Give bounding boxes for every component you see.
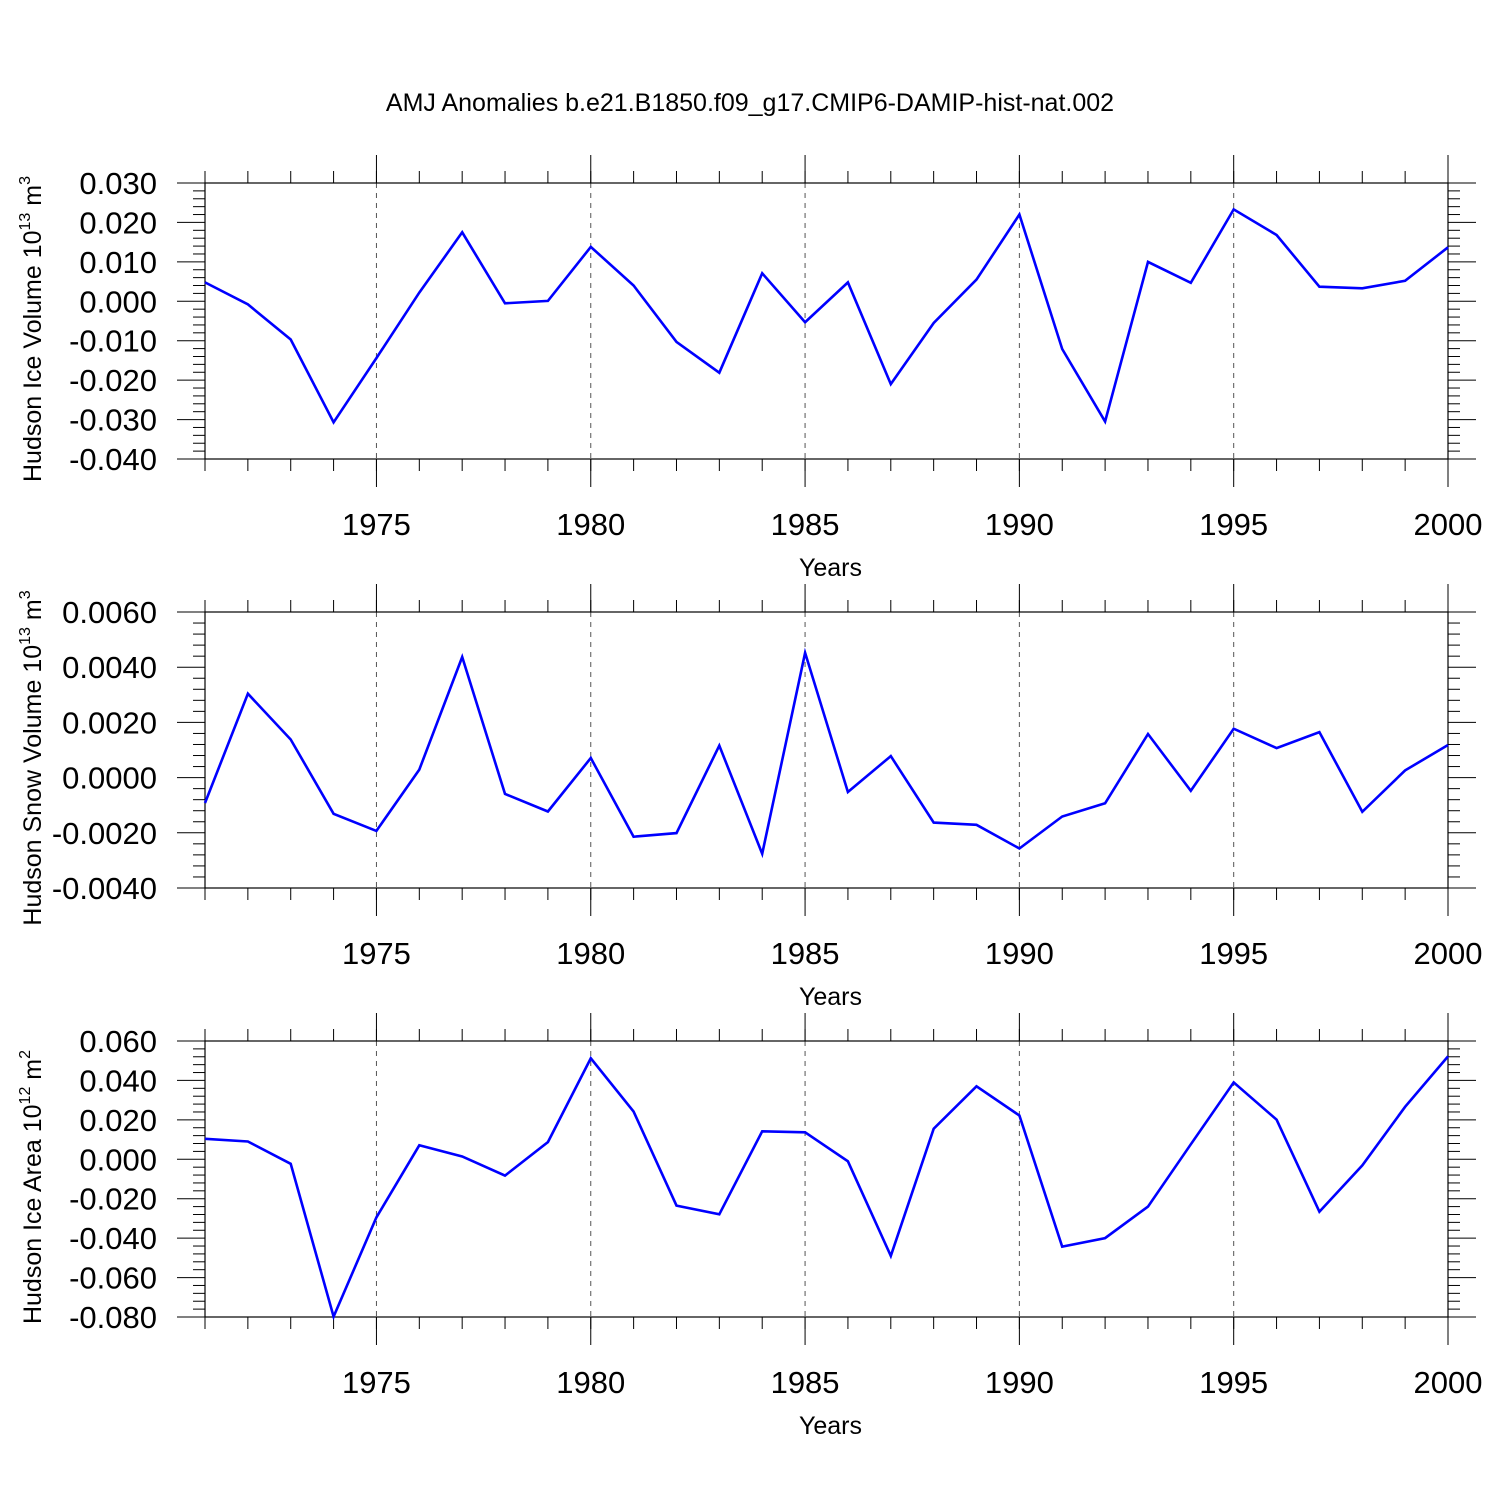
x-tick-label: 1975: [342, 1365, 411, 1400]
y-tick-label: 0.020: [79, 1103, 157, 1138]
series-line: [204, 1055, 1449, 1321]
y-axis-title: Hudson Snow Volume 1013 m3: [17, 590, 47, 925]
y-axis-title: Hudson Ice Area 1012 m2: [17, 1050, 47, 1324]
y-tick-label: -0.060: [69, 1261, 157, 1296]
x-axis-title: Years: [799, 983, 862, 1011]
y-tick-label: 0.000: [79, 284, 157, 319]
x-tick-label: 1990: [985, 936, 1054, 971]
x-tick-label: 1980: [556, 936, 625, 971]
y-tick-label: 0.0000: [62, 761, 157, 796]
y-tick-label: -0.020: [69, 363, 157, 398]
x-tick-label: 1990: [985, 1365, 1054, 1400]
x-tick-label: 1985: [771, 1365, 840, 1400]
x-axis-title: Years: [799, 1412, 862, 1440]
y-tick-label: -0.030: [69, 403, 157, 438]
y-tick-label: 0.060: [79, 1024, 157, 1059]
x-axis-title: Years: [799, 554, 862, 582]
x-tick-label: 1975: [342, 936, 411, 971]
x-tick-label: 2000: [1414, 1365, 1483, 1400]
x-tick-label: 1980: [556, 1365, 625, 1400]
y-tick-label: -0.040: [69, 442, 157, 477]
plot-frame: [204, 1040, 1449, 1318]
x-tick-label: 1995: [1199, 936, 1268, 971]
x-tick-label: 1980: [556, 507, 625, 542]
y-tick-label: -0.080: [69, 1300, 157, 1335]
series-line: [204, 207, 1449, 425]
x-tick-label: 1990: [985, 507, 1054, 542]
x-tick-label: 1975: [342, 507, 411, 542]
y-tick-label: 0.000: [79, 1142, 157, 1177]
x-tick-label: 2000: [1414, 507, 1483, 542]
x-tick-label: 2000: [1414, 936, 1483, 971]
x-tick-label: 1995: [1199, 507, 1268, 542]
series-line: [203, 647, 1449, 859]
y-tick-label: -0.040: [69, 1221, 157, 1256]
x-tick-label: 1985: [771, 936, 840, 971]
y-tick-label: 0.0020: [62, 705, 157, 740]
y-tick-label: -0.020: [69, 1182, 157, 1217]
y-tick-label: 0.0060: [62, 595, 157, 630]
y-tick-label: 0.020: [79, 205, 157, 240]
y-tick-label: 0.010: [79, 245, 157, 280]
panel-3: 1975 1980 1985 1990 1995 2000 0.060 0.040 0.020 0…: [17, 1013, 1482, 1440]
y-tick-label: -0.0040: [52, 871, 157, 906]
y-tick-label: 0.030: [79, 166, 157, 201]
panel-2: 1975 1980 1985 1990 1995 2000 0.0060 0.0040 0.00…: [17, 584, 1482, 1011]
y-tick-label: 0.040: [79, 1063, 157, 1098]
y-tick-label: -0.0020: [52, 816, 157, 851]
y-tick-label: -0.010: [69, 324, 157, 359]
panel-1: 1975 1980 1985 1990 1995 2000 0.030 0.020 0.010 0…: [17, 155, 1482, 582]
plot-frame: [204, 611, 1449, 889]
figure-title: AMJ Anomalies b.e21.B1850.f09_g17.CMIP6-…: [386, 89, 1114, 117]
y-axis-title: Hudson Ice Volume 1013 m3: [17, 176, 47, 482]
x-tick-label: 1985: [771, 507, 840, 542]
x-tick-label: 1995: [1199, 1365, 1268, 1400]
plot-frame: [204, 182, 1449, 460]
y-tick-label: 0.0040: [62, 650, 157, 685]
